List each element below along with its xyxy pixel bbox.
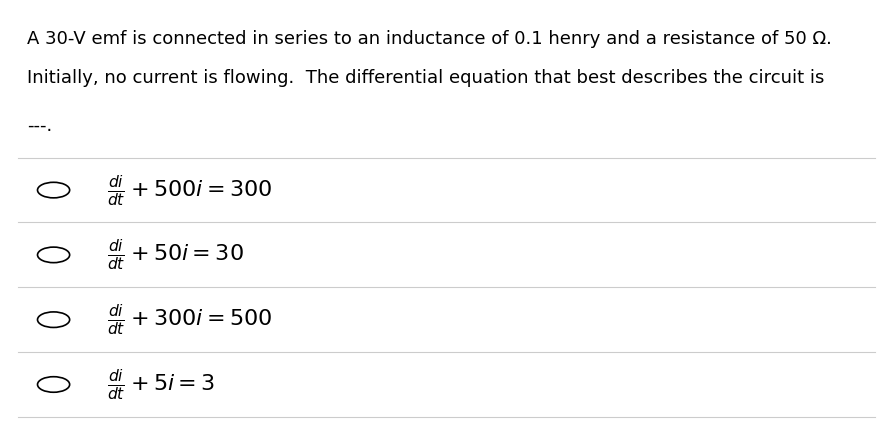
Text: $\frac{di}{dt} + 300i = 500$: $\frac{di}{dt} + 300i = 500$ <box>107 302 272 337</box>
Text: $\frac{di}{dt} + 500i = 300$: $\frac{di}{dt} + 500i = 300$ <box>107 173 272 207</box>
Text: $\frac{di}{dt} + 5i = 3$: $\frac{di}{dt} + 5i = 3$ <box>107 367 215 402</box>
Text: $\frac{di}{dt} + 50i = 30$: $\frac{di}{dt} + 50i = 30$ <box>107 238 244 272</box>
Text: Initially, no current is flowing.  The differential equation that best describes: Initially, no current is flowing. The di… <box>27 69 824 87</box>
Text: ---.: ---. <box>27 117 52 135</box>
Text: A 30-V emf is connected in series to an inductance of 0.1 henry and a resistance: A 30-V emf is connected in series to an … <box>27 30 831 48</box>
